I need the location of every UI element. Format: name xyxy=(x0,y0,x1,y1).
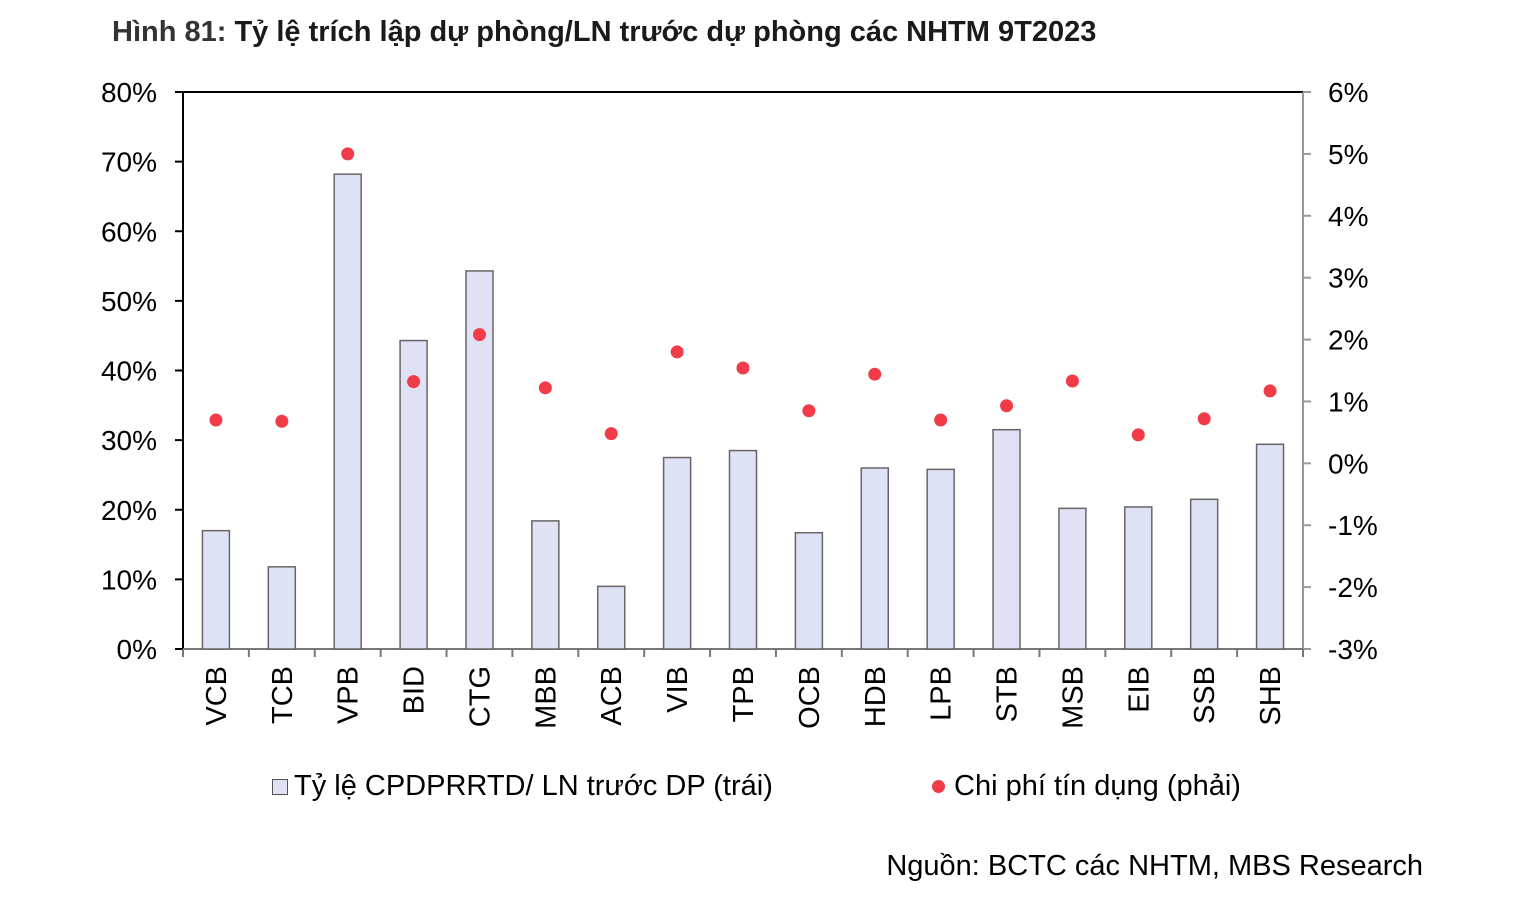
y-left-tick-label: 0% xyxy=(117,634,157,665)
x-tick-label: VPB xyxy=(333,666,365,724)
x-tick-label: SHB xyxy=(1255,666,1287,726)
bar-vib xyxy=(662,456,692,650)
bar-bid xyxy=(399,339,428,650)
legend-dot-label: Chi phí tín dụng (phải) xyxy=(954,770,1241,802)
bar-vcb xyxy=(201,529,231,650)
y-left-tick-label: 80% xyxy=(101,77,157,108)
dot-tpb xyxy=(736,361,750,375)
dot-bid xyxy=(407,375,421,389)
y-right-tick-label: -2% xyxy=(1328,572,1378,603)
bar-shb xyxy=(1255,443,1285,650)
x-tick-label: VIB xyxy=(662,666,694,713)
y-left-tick-label: 30% xyxy=(101,425,157,456)
bar-stb xyxy=(992,428,1021,650)
figure-number: Hình 81: xyxy=(112,16,227,48)
source-note: Nguồn: BCTC các NHTM, MBS Research xyxy=(886,850,1423,882)
x-tick-label: ACB xyxy=(596,666,628,726)
bar-acb xyxy=(596,585,626,650)
y-left-tick-label: 70% xyxy=(101,147,157,178)
dot-msb xyxy=(1065,374,1079,388)
y-left-tick-label: 50% xyxy=(101,286,157,317)
x-tick-label: SSB xyxy=(1189,666,1221,724)
dot-vcb xyxy=(209,413,223,427)
dot-vpb xyxy=(341,147,355,161)
dot-tcb xyxy=(275,414,289,428)
dot-ssb xyxy=(1197,412,1211,426)
y-left-tick-label: 20% xyxy=(101,495,157,526)
bar-eib xyxy=(1124,506,1153,650)
y-left-tick-label: 60% xyxy=(101,216,157,247)
y-right-tick-label: 2% xyxy=(1328,325,1368,356)
bar-hdb xyxy=(860,467,890,650)
x-tick-label: LPB xyxy=(926,666,958,721)
bar-ctg xyxy=(465,270,494,650)
chart-title: Hình 81: Tỷ lệ trích lập dự phòng/LN trư… xyxy=(112,16,1096,49)
bar-lpb xyxy=(926,468,955,650)
dot-ctg xyxy=(472,328,486,342)
y-right-tick-label: 0% xyxy=(1328,448,1368,479)
y-left-tick-label: 10% xyxy=(101,564,157,595)
legend-item-dot: Chi phí tín dụng (phải) xyxy=(932,770,1241,803)
dot-hdb xyxy=(868,367,882,381)
dot-lpb xyxy=(934,413,948,427)
dot-shb xyxy=(1263,384,1277,398)
legend-dot-swatch xyxy=(932,780,945,793)
x-tick-label: EIB xyxy=(1123,666,1155,713)
dot-eib xyxy=(1131,428,1145,442)
x-tick-label: MSB xyxy=(1057,666,1089,729)
bar-tpb xyxy=(728,449,758,650)
bar-msb xyxy=(1058,507,1087,650)
x-tick-label: CTG xyxy=(464,666,496,727)
x-tick-label: MBB xyxy=(530,666,562,729)
y-right-tick-label: 3% xyxy=(1328,263,1368,294)
dot-mbb xyxy=(538,381,552,395)
x-tick-label: HDB xyxy=(860,666,892,727)
legend-item-bar: Tỷ lệ CPDPRRTD/ LN trước DP (trái) xyxy=(272,770,773,803)
figure-title: Tỷ lệ trích lập dự phòng/LN trước dự phò… xyxy=(234,16,1097,48)
y-right-tick-label: -3% xyxy=(1328,634,1378,665)
x-tick-label: STB xyxy=(992,666,1024,722)
y-right-tick-label: 6% xyxy=(1328,77,1368,108)
dot-vib xyxy=(670,345,684,359)
x-tick-label: VCB xyxy=(201,666,233,726)
bar-vpb xyxy=(333,173,362,650)
y-right-tick-label: 4% xyxy=(1328,201,1368,232)
x-tick-label: OCB xyxy=(794,666,826,729)
dot-acb xyxy=(604,427,618,441)
dot-stb xyxy=(1000,399,1014,413)
bar-ssb xyxy=(1189,498,1219,650)
bar-tcb xyxy=(267,566,297,650)
y-left-tick-label: 40% xyxy=(101,356,157,387)
y-right-tick-label: -1% xyxy=(1328,510,1378,541)
bar-mbb xyxy=(531,520,560,650)
bar-ocb xyxy=(794,531,824,650)
x-tick-label: BID xyxy=(399,666,431,714)
dot-ocb xyxy=(802,404,816,418)
x-tick-label: TCB xyxy=(267,666,299,724)
x-tick-label: TPB xyxy=(728,666,760,722)
legend-bar-swatch xyxy=(272,778,288,795)
y-right-tick-label: 5% xyxy=(1328,139,1368,170)
legend-bar-label: Tỷ lệ CPDPRRTD/ LN trước DP (trái) xyxy=(294,770,773,802)
y-right-tick-label: 1% xyxy=(1328,386,1368,417)
